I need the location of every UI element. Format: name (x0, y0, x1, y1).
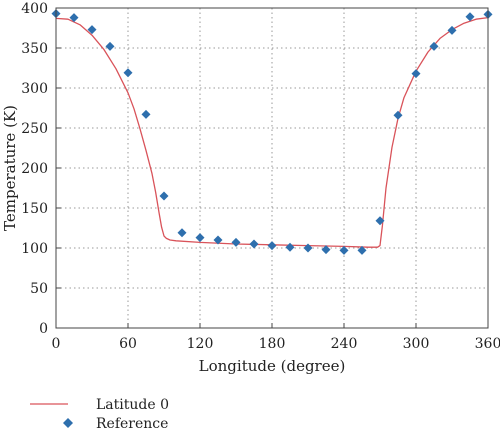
x-axis-ticks: 0 60 120 180 240 300 360 (52, 323, 500, 352)
x-tick-label: 120 (187, 336, 214, 352)
x-tick-label: 180 (259, 336, 286, 352)
reference-point (357, 245, 367, 255)
legend-marker-swatch (63, 418, 73, 428)
x-tick-label: 240 (331, 336, 358, 352)
reference-point (465, 12, 475, 22)
x-tick-label: 60 (119, 336, 137, 352)
plot-frame (55, 7, 489, 329)
reference-point (375, 216, 385, 226)
x-tick-label: 360 (475, 336, 500, 352)
reference-point (393, 110, 403, 120)
y-axis-ticks: 0 50 100 150 200 250 300 350 400 (21, 1, 61, 337)
reference-point (321, 245, 331, 255)
reference-point (411, 69, 421, 79)
reference-point (429, 41, 439, 51)
y-tick-label: 150 (21, 201, 48, 217)
y-axis-title: Temperature (K) (1, 105, 19, 231)
reference-point (69, 13, 79, 23)
y-tick-label: 250 (21, 121, 48, 137)
reference-point (231, 237, 241, 247)
reference-point (141, 109, 151, 119)
reference-point (447, 25, 457, 35)
legend: Latitude 0 Reference (30, 397, 169, 432)
y-tick-label: 200 (21, 161, 48, 177)
x-tick-label: 300 (403, 336, 430, 352)
legend-label-line: Latitude 0 (96, 397, 169, 413)
y-tick-label: 300 (21, 81, 48, 97)
y-tick-label: 0 (39, 321, 48, 337)
reference-point (87, 25, 97, 35)
reference-point (159, 191, 169, 201)
marker-series (51, 9, 493, 255)
reference-point (249, 239, 259, 249)
reference-point (339, 245, 349, 255)
y-tick-label: 100 (21, 241, 48, 257)
x-axis-title: Longitude (degree) (199, 357, 346, 375)
reference-point (105, 41, 115, 51)
reference-point (285, 242, 295, 252)
reference-point (123, 68, 133, 78)
reference-point (177, 228, 187, 238)
reference-point (195, 233, 205, 243)
grid (56, 8, 488, 328)
legend-label-marker: Reference (96, 416, 168, 432)
reference-point (213, 235, 223, 245)
reference-point (267, 241, 277, 251)
reference-point (303, 243, 313, 253)
y-tick-label: 400 (21, 1, 48, 17)
y-tick-label: 350 (21, 41, 48, 57)
x-tick-label: 0 (52, 336, 61, 352)
y-tick-label: 50 (30, 281, 48, 297)
